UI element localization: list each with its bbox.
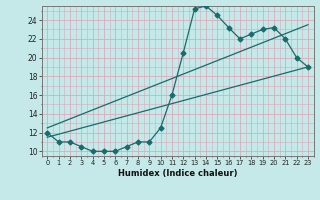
X-axis label: Humidex (Indice chaleur): Humidex (Indice chaleur) xyxy=(118,169,237,178)
